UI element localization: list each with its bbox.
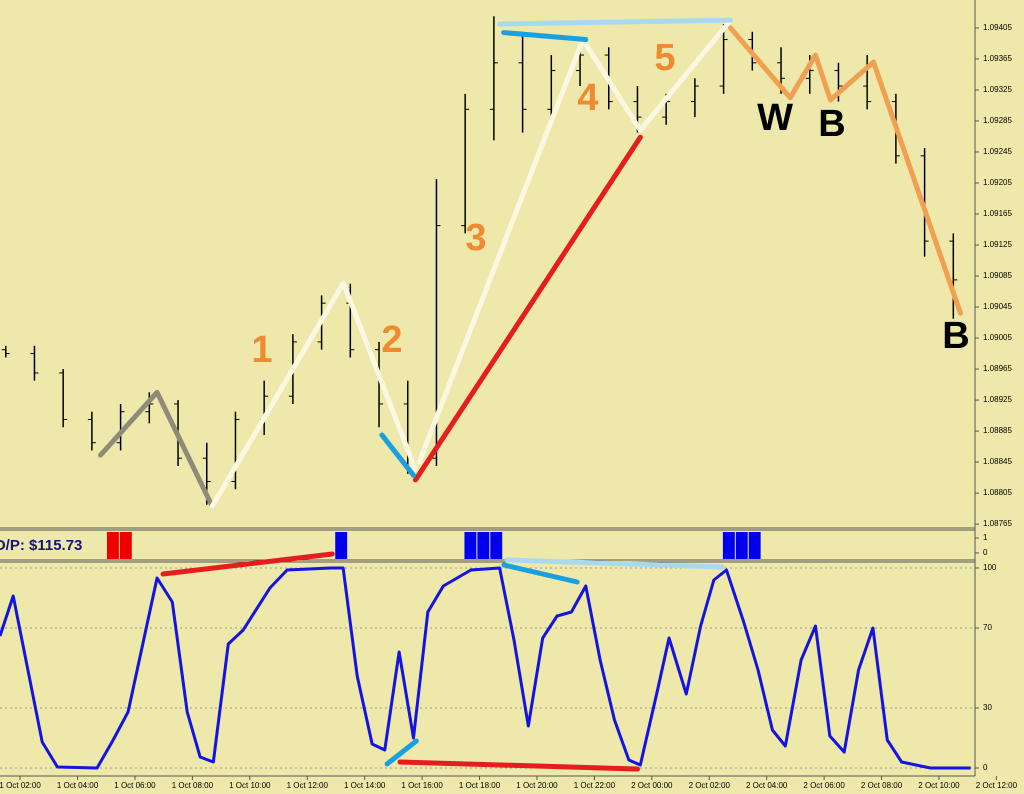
pattern-line — [497, 17, 733, 27]
pattern-line — [379, 432, 416, 478]
x-tick-label: 1 Oct 18:00 — [459, 781, 501, 790]
oscillator-line — [0, 566, 971, 770]
wave-label: 3 — [465, 217, 486, 259]
pattern-line — [98, 389, 215, 509]
y-tick-label: 1.09405 — [983, 23, 1012, 32]
y-tick-label: 1.09285 — [983, 116, 1012, 125]
y-tick-label: 1.08925 — [983, 395, 1012, 404]
y-tick-label: 0 — [983, 763, 988, 772]
x-tick-label: 2 Oct 02:00 — [689, 781, 731, 790]
y-tick-label: 70 — [983, 623, 992, 632]
y-tick-label: 1.09245 — [983, 147, 1012, 156]
y-tick-label: 1.09325 — [983, 85, 1012, 94]
x-tick-label: 1 Oct 10:00 — [229, 781, 271, 790]
x-tick-label: 2 Oct 08:00 — [861, 781, 903, 790]
pattern-line — [504, 557, 725, 570]
pattern-line — [209, 280, 418, 509]
buy-signal — [722, 532, 735, 559]
x-tick-label: 1 Oct 04:00 — [57, 781, 99, 790]
x-tick-label: 1 Oct 12:00 — [287, 781, 329, 790]
buy-signal — [464, 532, 477, 559]
y-tick-label: 1.09045 — [983, 302, 1012, 311]
y-tick-label: 1.08845 — [983, 457, 1012, 466]
pattern-line — [397, 759, 640, 772]
buy-signal — [748, 532, 761, 559]
x-tick-label: 1 Oct 14:00 — [344, 781, 386, 790]
pattern-line — [160, 551, 335, 577]
wave-label: B — [818, 103, 845, 145]
y-tick-label: 100 — [983, 563, 997, 572]
x-tick-label: 2 Oct 12:00 — [976, 781, 1018, 790]
y-tick-label: 1 — [983, 533, 988, 542]
sell-signal — [106, 532, 119, 559]
y-tick-label: 1.08965 — [983, 364, 1012, 373]
pattern-line — [412, 134, 643, 483]
y-tick-label: 30 — [983, 703, 992, 712]
pattern-line — [384, 738, 419, 767]
y-tick-label: 1.09125 — [983, 240, 1012, 249]
x-tick-label: 2 Oct 06:00 — [803, 781, 845, 790]
wave-label: 5 — [654, 37, 675, 79]
pattern-line — [416, 17, 733, 465]
y-tick-label: 1.09005 — [983, 333, 1012, 342]
x-tick-label: 1 Oct 08:00 — [172, 781, 214, 790]
buy-signal — [477, 532, 490, 559]
profit-label: O/P: $115.73 — [0, 537, 82, 554]
pattern-line — [727, 25, 963, 316]
wave-label: B — [942, 315, 969, 357]
wave-label: 4 — [577, 77, 598, 119]
y-tick-label: 1.09205 — [983, 178, 1012, 187]
buy-signal — [335, 532, 348, 559]
pattern-line — [501, 30, 589, 43]
y-tick-label: 1.08805 — [983, 488, 1012, 497]
wave-label: W — [757, 97, 793, 139]
wave-label: 2 — [381, 319, 402, 361]
y-tick-label: 1.09165 — [983, 209, 1012, 218]
x-tick-label: 1 Oct 20:00 — [516, 781, 558, 790]
x-tick-label: 2 Oct 00:00 — [631, 781, 673, 790]
y-tick-label: 1.09085 — [983, 271, 1012, 280]
x-tick-label: 1 Oct 02:00 — [0, 781, 41, 790]
y-tick-label: 0 — [983, 548, 988, 557]
sell-signal — [119, 532, 132, 559]
buy-signal — [490, 532, 503, 559]
y-tick-label: 1.09365 — [983, 54, 1012, 63]
wave-label: 1 — [251, 329, 272, 371]
y-tick-label: 1.08765 — [983, 519, 1012, 528]
x-tick-label: 1 Oct 16:00 — [401, 781, 443, 790]
x-tick-label: 2 Oct 04:00 — [746, 781, 788, 790]
buy-signal — [735, 532, 748, 559]
x-tick-label: 1 Oct 22:00 — [574, 781, 616, 790]
pattern-line — [501, 562, 580, 585]
y-tick-label: 1.08885 — [983, 426, 1012, 435]
x-tick-label: 1 Oct 06:00 — [114, 781, 156, 790]
x-tick-label: 2 Oct 10:00 — [918, 781, 960, 790]
